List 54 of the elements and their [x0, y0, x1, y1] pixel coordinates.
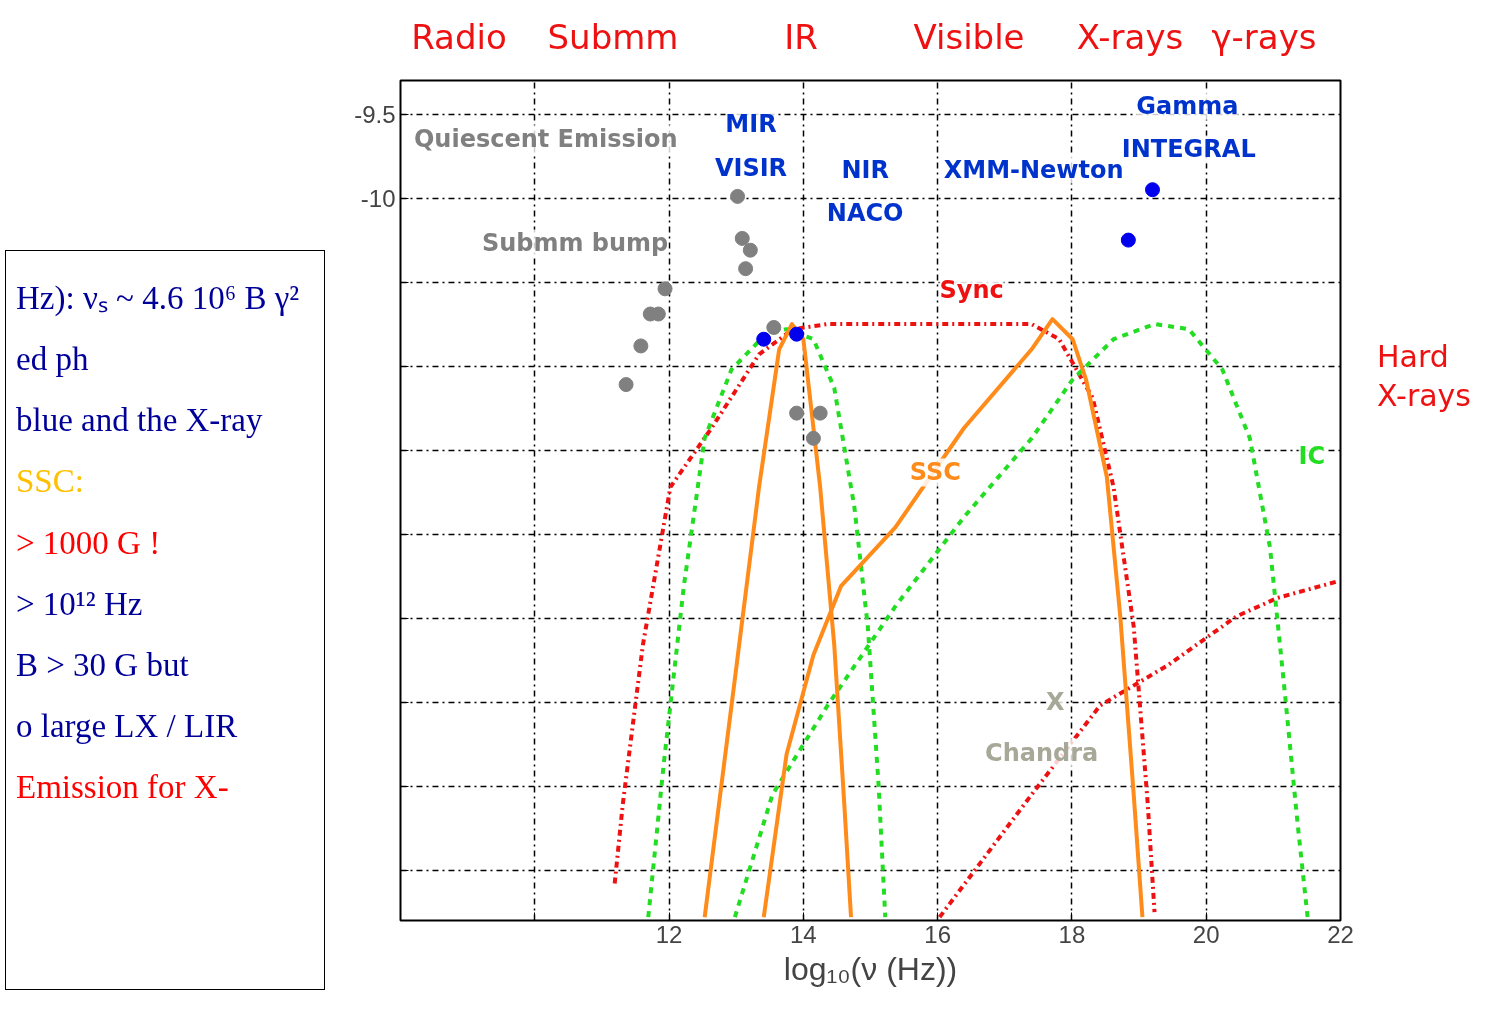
- annotation: XMM-Newton: [943, 155, 1124, 184]
- point: [789, 405, 805, 421]
- x-tick-label: 20: [1192, 920, 1220, 948]
- text: B > 30 G but: [16, 645, 190, 685]
- y-tick-label: -9.5: [354, 100, 396, 128]
- text: Radio: [411, 16, 507, 59]
- point: [756, 331, 772, 347]
- point: [1120, 232, 1136, 248]
- point: [730, 188, 746, 204]
- annotation: Quiescent Emission: [413, 125, 678, 154]
- point: [766, 319, 782, 335]
- point: [812, 405, 828, 421]
- text: ed ph: [16, 340, 90, 380]
- y-tick-label: -10: [360, 184, 396, 212]
- text: > 1000 G !: [16, 523, 162, 563]
- point: [633, 338, 649, 354]
- annotation: VISIR: [714, 153, 788, 182]
- annotation: NIR: [841, 155, 889, 184]
- x-tick-label: 16: [924, 920, 951, 948]
- text: Hz): νₛ ~ 4.6 10⁶ B γ²: [16, 279, 300, 318]
- annotation: Submm bump: [481, 229, 669, 258]
- text: SSC:: [16, 462, 85, 502]
- text: Hard X-rays: [1377, 338, 1471, 415]
- text: Emission for X-: [16, 768, 230, 808]
- text: > 10¹² Hz: [16, 584, 144, 624]
- x-axis-title: log₁₀(ν (Hz)): [783, 950, 958, 987]
- point: [657, 281, 673, 297]
- text: blue and the X-ray: [16, 401, 264, 441]
- point: [1145, 182, 1160, 198]
- x-tick-label: 18: [1058, 920, 1086, 948]
- annotation: Chandra: [985, 738, 1099, 767]
- annotation: NACO: [826, 199, 904, 228]
- x-tick-label: 14: [790, 920, 817, 948]
- text: Submm: [547, 16, 679, 59]
- series-label: IC: [1298, 442, 1326, 471]
- point: [738, 261, 754, 277]
- point: [734, 230, 750, 246]
- series-label: Sync: [939, 276, 1004, 305]
- point: [618, 377, 634, 393]
- text: X-rays: [1076, 16, 1184, 59]
- annotation: MIR: [725, 110, 777, 139]
- x-tick-label: 22: [1327, 920, 1354, 948]
- annotation: X: [1045, 688, 1065, 717]
- text: Visible: [913, 16, 1025, 59]
- x-tick-label: 12: [655, 920, 683, 948]
- point: [789, 326, 805, 342]
- point: [805, 430, 821, 446]
- point: [742, 242, 758, 258]
- text: γ-rays: [1211, 16, 1317, 59]
- annotation: INTEGRAL: [1121, 135, 1256, 164]
- text: IR: [784, 16, 818, 59]
- series-label: SSC: [909, 458, 961, 487]
- text: o large LX / LIR: [16, 707, 239, 746]
- annotation: Gamma: [1136, 91, 1239, 120]
